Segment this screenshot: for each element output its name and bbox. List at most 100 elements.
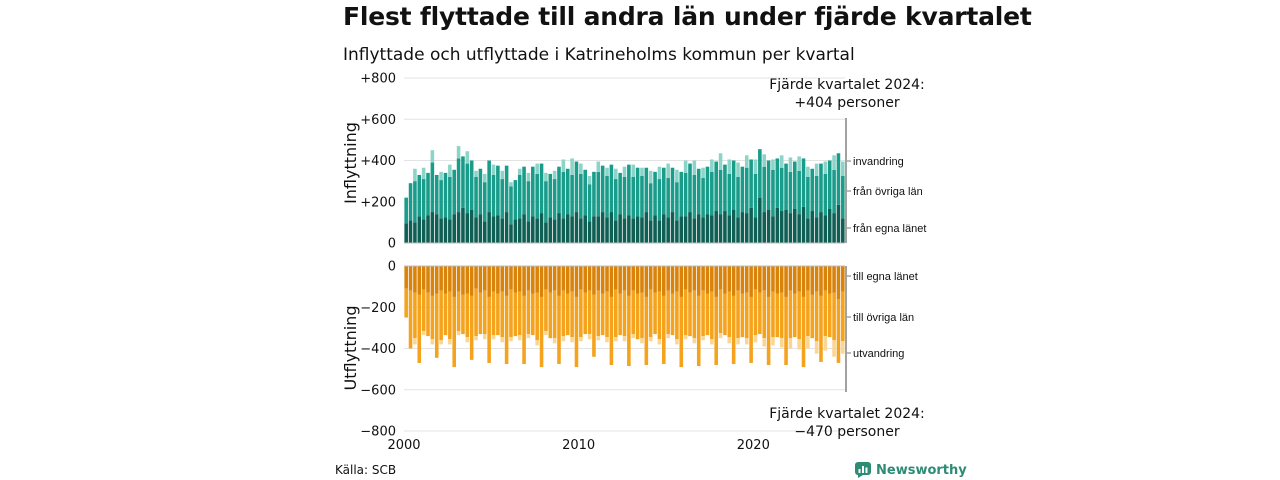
bar-segment-in_other (544, 181, 548, 223)
bar-segment-out_abroad (500, 337, 505, 343)
bar-segment-out_local (531, 266, 535, 294)
bar-segment-out_other (653, 292, 657, 335)
bar-segment-out_other (482, 290, 487, 335)
bar-segment-out_other (408, 290, 413, 349)
bar-segment-out_other (465, 293, 470, 338)
bar-segment-in_local (613, 220, 618, 243)
bar-segment-out_local (810, 266, 815, 295)
bar-segment-in_local (758, 197, 762, 244)
bar-segment-out_local (465, 266, 470, 294)
bar-segment-in_abroad (465, 151, 470, 164)
bar-segment-out_other (491, 291, 496, 336)
bar-segment-in_abroad (517, 168, 522, 175)
bar-segment-in_abroad (771, 159, 775, 170)
bar-segment-in_abroad (806, 166, 810, 177)
bar-segment-in_other (827, 160, 832, 209)
bar-segment-in_other (705, 166, 710, 215)
bar-segment-in_other (801, 158, 806, 207)
bar-segment-out_local (579, 266, 583, 290)
legend-label: till egna länet (853, 271, 918, 283)
bar-segment-out_other (793, 293, 797, 338)
bar-segment-out_local (823, 266, 828, 291)
bar-segment-out_abroad (753, 335, 758, 343)
bar-segment-in_abroad (413, 168, 417, 182)
bar-segment-in_local (635, 216, 640, 243)
bar-segment-in_abroad (605, 167, 609, 176)
bar-segment-in_other (836, 153, 841, 205)
y-axis-title: Inflyttning (341, 122, 360, 204)
x-tick-label: 2020 (737, 438, 770, 453)
bar-segment-in_other (605, 175, 609, 218)
bar-segment-in_abroad (482, 173, 487, 183)
bar-segment-out_abroad (517, 335, 522, 341)
bar-segment-out_local (413, 266, 417, 293)
bar-segment-in_abroad (509, 182, 513, 187)
bar-segment-in_other (841, 175, 845, 219)
bar-segment-in_other (552, 179, 557, 220)
bar-segment-out_local (509, 266, 513, 290)
bar-segment-out_local (456, 266, 461, 292)
bar-segment-in_local (841, 218, 845, 243)
bar-segment-in_local (631, 218, 636, 243)
bar-segment-in_local (609, 212, 614, 243)
bar-segment-out_abroad (683, 335, 688, 340)
y-tick-label: +200 (360, 195, 396, 210)
bar-segment-out_local (766, 266, 771, 297)
bar-segment-out_abroad (640, 338, 644, 344)
bar-segment-out_local (478, 266, 483, 293)
bar-segment-out_other (504, 295, 509, 364)
bar-segment-out_other (443, 293, 448, 336)
bar-segment-in_other (701, 178, 705, 218)
bar-segment-out_other (662, 295, 666, 364)
bar-segment-out_other (666, 290, 670, 335)
bar-segment-out_local (443, 266, 448, 294)
bar-segment-out_abroad (456, 330, 461, 336)
bar-segment-in_local (727, 215, 732, 243)
bar-segment-in_local (417, 216, 422, 243)
bar-segment-in_other (771, 169, 775, 217)
bar-segment-out_local (736, 266, 740, 291)
bar-segment-out_other (474, 288, 478, 337)
bar-segment-in_local (723, 211, 727, 243)
bar-segment-in_local (548, 217, 553, 243)
bar-segment-out_local (461, 266, 465, 295)
bar-segment-in_local (605, 217, 609, 243)
bar-segment-in_other (758, 149, 762, 198)
bar-segment-in_other (744, 167, 749, 214)
bar-segment-out_abroad (675, 339, 679, 345)
bar-segment-out_local (434, 266, 439, 294)
y-tick-label: +400 (360, 154, 396, 169)
bar-segment-out_other (609, 296, 614, 365)
bar-segment-in_abroad (474, 170, 478, 177)
bar-segment-in_other (609, 164, 614, 213)
bar-segment-out_local (666, 266, 670, 291)
bar-segment-in_other (579, 173, 583, 219)
bar-segment-out_local (696, 266, 701, 296)
bar-segment-out_other (448, 291, 452, 340)
bar-segment-in_local (806, 218, 810, 243)
bar-segment-out_abroad (561, 336, 566, 342)
bar-segment-in_other (531, 166, 535, 217)
bar-segment-in_local (570, 216, 574, 243)
bar-segment-out_local (565, 266, 570, 294)
bar-segment-out_abroad (710, 339, 714, 345)
bar-segment-out_other (544, 289, 548, 331)
bar-segment-out_local (827, 266, 832, 294)
bar-segment-out_abroad (823, 336, 828, 351)
bar-segment-out_local (539, 266, 544, 297)
bar-segment-out_abroad (570, 337, 574, 343)
bar-segment-out_local (474, 266, 478, 289)
bar-segment-in_other (788, 171, 793, 214)
bar-segment-in_local (644, 212, 649, 243)
bar-segment-in_other (469, 160, 474, 210)
bar-segment-out_local (408, 266, 413, 291)
bar-segment-out_local (627, 266, 631, 296)
bar-segment-out_other (456, 291, 461, 331)
bar-segment-out_abroad (509, 337, 513, 342)
bar-segment-in_other (565, 168, 570, 215)
bar-segment-out_other (675, 291, 679, 340)
bar-segment-out_other (801, 296, 806, 368)
bar-segment-in_other (631, 177, 636, 219)
bar-segment-out_abroad (587, 334, 592, 340)
bar-segment-in_local (705, 214, 710, 244)
